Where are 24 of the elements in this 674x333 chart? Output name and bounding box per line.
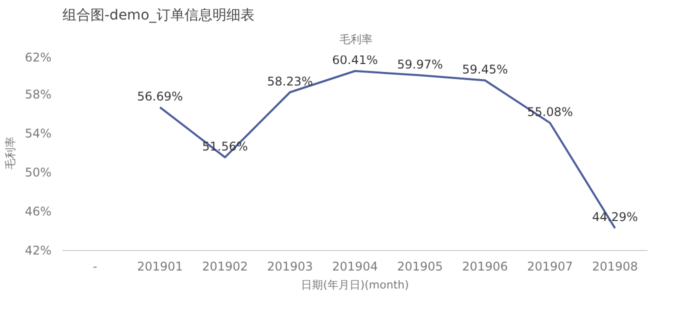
text: 毛利率 (340, 32, 372, 46)
x-tick-label: 201908 (592, 260, 638, 274)
y-tick-label: 54% (24, 126, 52, 140)
x-tick-label: 201906 (462, 260, 508, 274)
x-tick-label: - (92, 260, 98, 274)
x-tick-label: 201903 (267, 260, 313, 274)
x-tick-label: 201901 (137, 260, 183, 274)
x-tick-label: 201902 (202, 260, 248, 274)
chart-title: 组合图-demo_订单信息明细表 (62, 8, 254, 24)
x-tick-label: 201907 (527, 260, 573, 274)
x-axis-title: 日期(年月日)(month) (301, 278, 409, 292)
x-tick-label: 201904 (332, 260, 378, 274)
data-label: 56.69% (137, 89, 183, 104)
data-label: 60.41% (332, 53, 378, 68)
x-tick-label: 201905 (397, 260, 443, 274)
data-label: 58.23% (267, 74, 313, 88)
data-label: 59.97% (397, 57, 443, 72)
y-axis-title: 毛利率 (4, 136, 17, 170)
data-label: 59.45% (462, 62, 508, 76)
y-tick-label: 62% (24, 50, 52, 64)
y-tick-label: 42% (24, 244, 52, 258)
y-tick-label: 46% (24, 204, 52, 218)
y-tick-label: 50% (24, 166, 52, 180)
y-tick-label: 58% (24, 88, 52, 102)
